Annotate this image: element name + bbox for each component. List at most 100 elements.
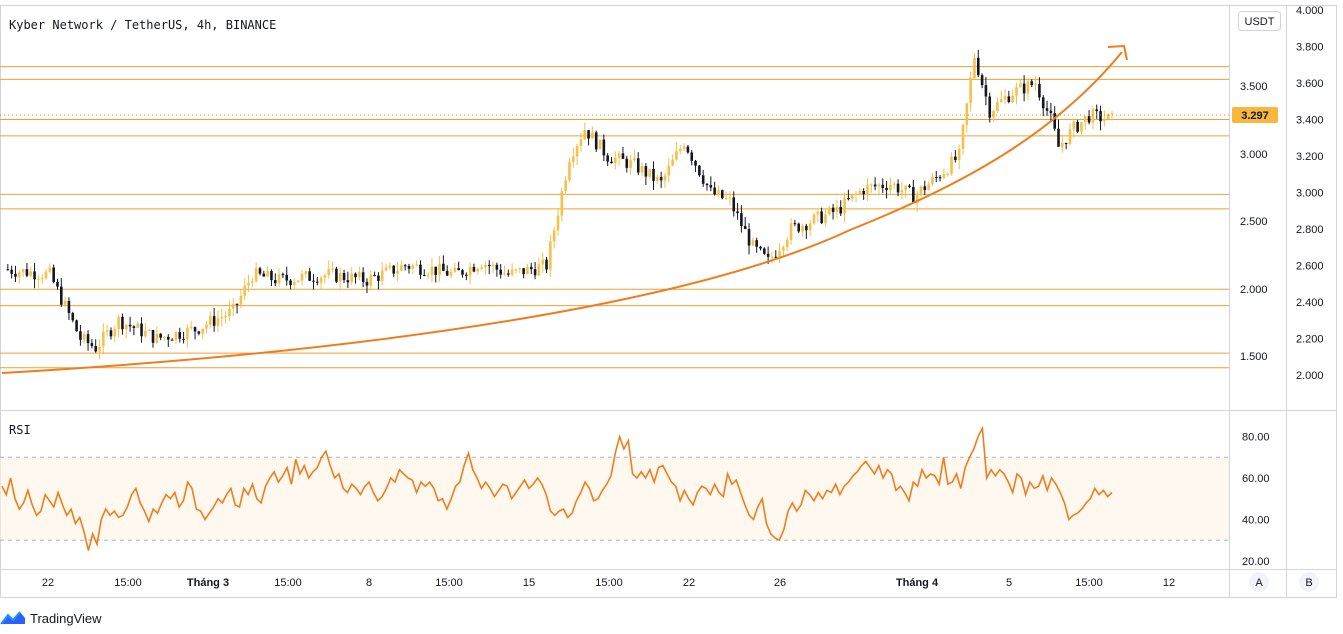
candle-body (728, 197, 732, 199)
right-tick-8: 2.400 (1296, 297, 1324, 309)
candle-body (37, 278, 40, 280)
candle-body (105, 330, 109, 332)
candle-body (293, 282, 296, 285)
candle-body (144, 330, 147, 337)
candle-body (1106, 113, 1110, 120)
scale-b-button[interactable] (1299, 572, 1319, 592)
right-tick-10: 2.000 (1296, 370, 1324, 382)
candle-body (90, 343, 94, 347)
tradingview-footer[interactable]: TradingView (0, 604, 102, 632)
candle-body (163, 336, 166, 338)
candle-body (166, 336, 170, 340)
candle-body (151, 330, 155, 343)
right-tick-6: 2.800 (1296, 224, 1324, 236)
candle-body (442, 263, 445, 271)
candle-body (900, 190, 904, 193)
candle-body (400, 265, 403, 271)
candle-body (419, 264, 422, 275)
candle-body (491, 264, 495, 267)
candle-body (102, 331, 105, 347)
candle-body (155, 333, 159, 343)
currency-label: USDT (1245, 16, 1275, 28)
candle-body (1019, 83, 1022, 88)
candle-body (79, 331, 82, 340)
candle-body (763, 248, 766, 254)
candle-body (465, 274, 468, 276)
candle-body (449, 271, 453, 276)
candle-body (610, 161, 613, 164)
candle-body (323, 275, 327, 278)
currency-box[interactable] (1238, 11, 1281, 31)
candle-body (793, 223, 797, 225)
candle-body (774, 256, 778, 258)
tradingview-wordmark: TradingView (30, 610, 102, 626)
candle-body (950, 156, 953, 174)
scale-a-label: A (1255, 577, 1263, 589)
candle-body (1099, 111, 1102, 122)
candle-body (445, 270, 449, 276)
candle-body (556, 215, 560, 231)
candle-body (415, 264, 418, 266)
candle-body (934, 177, 938, 179)
candle-body (140, 323, 143, 337)
candle-body (579, 139, 583, 146)
candle-body (988, 96, 992, 118)
right-tick-4: 3.200 (1296, 151, 1324, 163)
candle-body (877, 184, 881, 187)
candle-body (170, 339, 174, 341)
tradingview-logo-icon (0, 611, 25, 625)
candle-body (75, 320, 78, 332)
candle-body (816, 211, 820, 215)
x-tick-6: 15 (523, 577, 535, 589)
candle-body (117, 316, 120, 329)
scale-b-label: B (1305, 577, 1312, 589)
candle-body (1091, 109, 1095, 123)
candle-body (388, 265, 392, 268)
candle-body (33, 271, 36, 280)
candle-body (526, 266, 529, 275)
candle-body (281, 274, 285, 276)
candle-body (434, 266, 438, 275)
candle-body (636, 158, 640, 173)
scale-a-button[interactable] (1249, 572, 1269, 592)
candle-body (205, 324, 208, 329)
x-tick-11: 5 (1006, 577, 1012, 589)
candle-body (736, 211, 739, 214)
candle-body (854, 193, 858, 195)
candle-body (992, 110, 995, 118)
candle-body (86, 334, 90, 344)
candle-body (625, 158, 629, 168)
candle-body (98, 346, 101, 352)
candle-body (480, 267, 483, 269)
candle-body (1110, 113, 1114, 115)
candle-body (931, 177, 934, 185)
candle-body (743, 225, 747, 230)
candle-body (499, 269, 502, 275)
candle-body (365, 281, 369, 286)
candle-body (873, 184, 877, 187)
x-tick-12: 15:00 (1075, 577, 1103, 589)
price-axis-right-ticks: 4.000 3.800 3.600 3.400 3.200 3.000 2.800 2.600… (1296, 5, 1324, 382)
candle-body (770, 256, 774, 258)
candle-body (1095, 109, 1099, 112)
candle-body (973, 57, 976, 79)
candle-body (663, 175, 667, 181)
candle-body (690, 152, 694, 161)
candle-body (476, 268, 480, 272)
candle-body (384, 267, 388, 271)
candle-body (220, 317, 224, 319)
candle-body (10, 269, 13, 274)
candle-body (44, 271, 48, 279)
rsi-tick-2: 40.00 (1242, 514, 1270, 526)
candle-body (633, 158, 636, 161)
candle-body (644, 166, 648, 177)
candle-body (277, 274, 281, 284)
x-tick-3: 15:00 (274, 577, 302, 589)
candle-body (759, 246, 762, 249)
candle-body (315, 281, 319, 283)
candle-body (231, 303, 235, 309)
candle-body (503, 273, 506, 275)
candle-body (575, 145, 579, 157)
rsi-band-fill (0, 457, 1229, 541)
candle-body (430, 266, 434, 275)
